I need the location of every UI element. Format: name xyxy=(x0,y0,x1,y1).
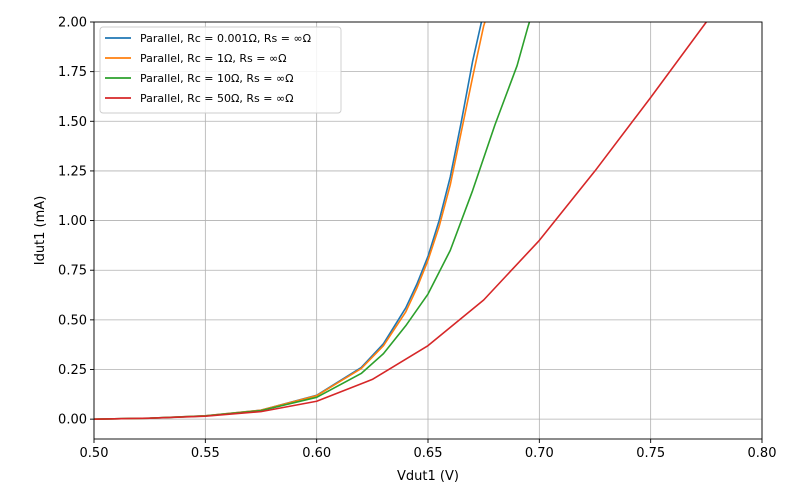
y-tick-label: 0.25 xyxy=(58,363,87,378)
legend-label: Parallel, Rc = 0.001Ω, Rs = ∞Ω xyxy=(140,32,311,45)
y-axis-label: Idut1 (mA) xyxy=(33,196,48,266)
x-tick-label: 0.65 xyxy=(414,446,443,461)
y-tick-label: 1.75 xyxy=(58,65,87,80)
legend-box xyxy=(99,26,342,114)
y-tick-label: 1.00 xyxy=(58,214,87,229)
grid xyxy=(93,21,763,439)
x-tick-label: 0.80 xyxy=(748,446,777,461)
y-tick-label: 0.00 xyxy=(58,413,87,428)
y-tick-label: 0.50 xyxy=(58,313,87,328)
y-tick-label: 1.25 xyxy=(58,164,87,179)
x-tick-label: 0.75 xyxy=(636,446,665,461)
y-tick-label: 1.50 xyxy=(58,115,87,130)
legend-label: Parallel, Rc = 50Ω, Rs = ∞Ω xyxy=(140,92,294,105)
x-tick-label: 0.70 xyxy=(525,446,554,461)
x-axis-label: Vdut1 (V) xyxy=(397,469,459,484)
axes: 0.50 0.55 0.60 0.65 0.70 0.75 0.80 0.00 0.25 0.50… xyxy=(58,16,776,462)
x-tick-label: 0.50 xyxy=(80,446,109,461)
series-lines xyxy=(94,22,708,420)
x-tick-label: 0.60 xyxy=(302,446,331,461)
series-line-4 xyxy=(94,22,708,420)
y-tick-label: 2.00 xyxy=(58,16,87,31)
legend-label: Parallel, Rc = 10Ω, Rs = ∞Ω xyxy=(140,72,294,85)
x-tick-label: 0.55 xyxy=(191,446,220,461)
y-tick-label: 0.75 xyxy=(58,264,87,279)
legend-label: Parallel, Rc = 1Ω, Rs = ∞Ω xyxy=(140,52,287,65)
legend: Parallel, Rc = 0.001Ω, Rs = ∞Ω Parallel, … xyxy=(99,26,342,114)
